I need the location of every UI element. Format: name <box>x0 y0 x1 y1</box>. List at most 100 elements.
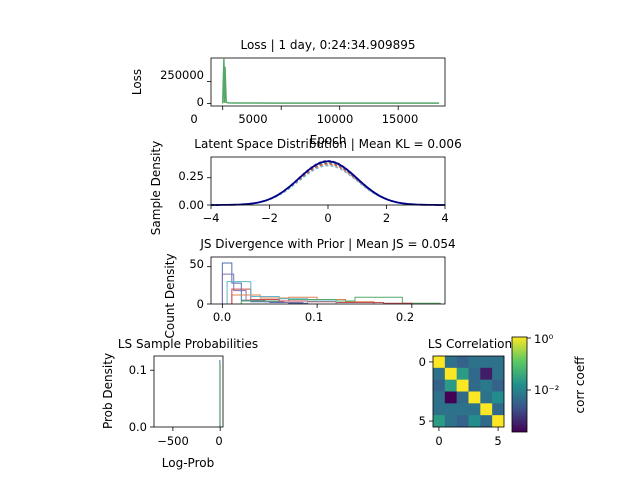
corr-xtick-label: 0 <box>435 434 442 448</box>
logprob-xtick-label: 0 <box>215 434 222 448</box>
latent-xtick-label: −2 <box>261 211 278 225</box>
corr-cell <box>480 415 493 428</box>
corr-cell <box>456 415 469 428</box>
corr-cell <box>480 356 493 369</box>
logprob-ytick-label: 0.1 <box>129 363 147 377</box>
latent-xtick-label: 4 <box>441 211 448 225</box>
js-ytick-label: 50 <box>189 257 204 271</box>
logprob-ytick-label: 0.0 <box>129 420 147 434</box>
loss-xtick-label: 5000 <box>238 112 267 126</box>
loss-plot-area <box>207 58 440 110</box>
latent-ticks: −4 −2 0 2 4 0.25 0.00 <box>178 169 448 225</box>
colorbar <box>511 336 528 433</box>
corr-cell <box>468 367 481 380</box>
colorbar-tick-label: 10⁻² <box>534 383 559 397</box>
loss-axes-frame <box>210 57 446 107</box>
corr-cell <box>433 356 446 369</box>
latent-sample-curve <box>211 162 445 206</box>
corr-cell <box>480 403 493 416</box>
js-histogram-step <box>231 294 375 304</box>
js-axes-frame <box>210 256 446 305</box>
latent-title: Latent Space Distribution | Mean KL = 0.… <box>194 137 461 151</box>
corr-cell <box>468 356 481 369</box>
js-xtick-label: 0.2 <box>396 310 414 324</box>
latent-ylabel: Sample Density <box>149 141 163 235</box>
corr-cell <box>444 415 457 428</box>
js-xtick-label: 0.0 <box>213 310 231 324</box>
corr-cell <box>444 379 457 392</box>
corr-axes-frame <box>432 355 505 428</box>
logprob-ticks: −500 0 0.1 0.0 <box>129 363 223 448</box>
latent-sample-curve <box>211 162 445 206</box>
loss-xtick-label: 15000 <box>382 112 419 126</box>
colorbar-label: corr coeff <box>573 356 587 414</box>
corr-cell <box>492 415 505 428</box>
loss-ylabel: Loss <box>130 69 144 95</box>
logprob-ylabel: Prob Density <box>101 353 115 429</box>
js-ylabel: Count Density <box>163 253 177 338</box>
latent-sample-curve <box>211 163 445 206</box>
latent-ytick-label: 0.00 <box>178 198 204 212</box>
corr-cell <box>456 391 469 404</box>
corr-ytick-label: 5 <box>419 414 426 428</box>
loss-xtick-label: 0 <box>190 112 197 126</box>
corr-cell <box>468 403 481 416</box>
corr-cell <box>468 415 481 428</box>
js-title: JS Divergence with Prior | Mean JS = 0.0… <box>199 237 455 251</box>
logprob-xlabel: Log-Prob <box>162 456 214 470</box>
logprob-panel: LS Sample Probabilities −500 0 0.1 0.0 P… <box>101 337 258 470</box>
corr-cell <box>456 403 469 416</box>
loss-ticks: 0 5000 10000 15000 250000 0 <box>160 68 418 126</box>
corr-cell <box>444 403 457 416</box>
js-histogram-step <box>221 273 304 304</box>
logprob-plot-area <box>150 359 221 431</box>
corr-cell <box>480 379 493 392</box>
loss-ytick-label: 0 <box>197 95 204 109</box>
corr-cell <box>456 379 469 392</box>
js-xtick-label: 0.1 <box>305 310 323 324</box>
js-plot-area <box>207 262 441 308</box>
latent-ytick-label: 0.25 <box>178 169 204 183</box>
logprob-xtick-label: −500 <box>157 434 189 448</box>
corr-ticks: 0 5 0 5 <box>419 355 502 448</box>
latent-prior-curve <box>211 160 445 206</box>
loss-xtick-label: 10000 <box>317 112 354 126</box>
logprob-axes-frame <box>153 355 224 428</box>
corr-ytick-label: 0 <box>419 355 426 369</box>
corr-cell <box>456 356 469 369</box>
js-panel: JS Divergence with Prior | Mean JS = 0.0… <box>163 237 456 339</box>
corr-cell <box>480 367 493 380</box>
corr-heatmap <box>429 356 505 431</box>
corr-cell <box>433 379 446 392</box>
loss-ytick-label: 250000 <box>160 68 204 82</box>
loss-xlabel: Epoch <box>310 133 347 147</box>
corr-cell <box>456 367 469 380</box>
latent-panel: Latent Space Distribution | Mean KL = 0.… <box>149 137 462 235</box>
corr-cell <box>444 367 457 380</box>
latent-sample-curve <box>211 159 445 206</box>
corr-cell <box>444 391 457 404</box>
corr-cell <box>492 379 505 392</box>
corr-cell <box>492 367 505 380</box>
js-histogram-step <box>226 281 337 304</box>
corr-cell <box>433 415 446 428</box>
corr-panel: LS Correlation 0 5 0 5 10⁰ 10⁻² corr coe… <box>419 332 587 448</box>
corr-cell <box>492 356 505 369</box>
corr-cell <box>468 379 481 392</box>
loss-title: Loss | 1 day, 0:24:34.909895 <box>240 38 415 52</box>
loss-line <box>221 58 440 104</box>
latent-plot-area <box>207 159 446 209</box>
corr-cell <box>492 403 505 416</box>
corr-cell <box>444 356 457 369</box>
latent-axes-frame <box>210 156 446 206</box>
loss-panel: Loss | 1 day, 0:24:34.909895 0 5000 1000… <box>130 38 446 147</box>
js-ytick-label: 0 <box>197 297 204 311</box>
logprob-title: LS Sample Probabilities <box>118 337 258 351</box>
corr-title: LS Correlation <box>428 337 512 351</box>
latent-xtick-label: 2 <box>383 211 390 225</box>
latent-xtick-label: −4 <box>203 211 220 225</box>
corr-cell <box>480 391 493 404</box>
latent-sample-curve <box>211 165 445 206</box>
latent-xtick-label: 0 <box>324 211 331 225</box>
